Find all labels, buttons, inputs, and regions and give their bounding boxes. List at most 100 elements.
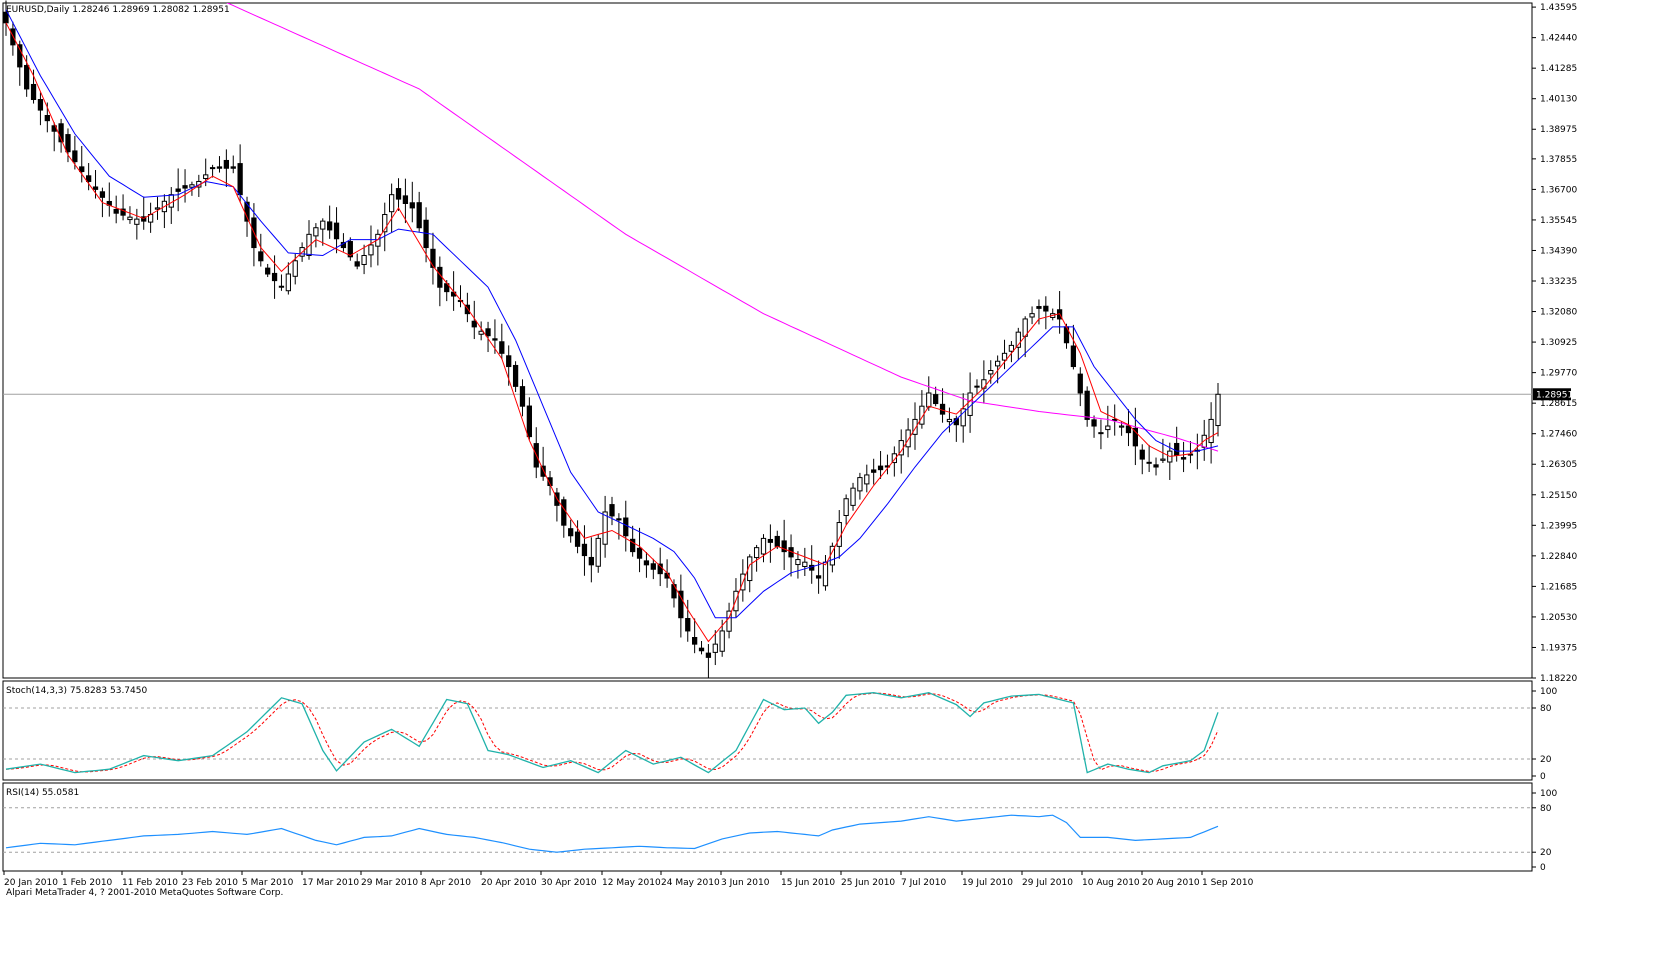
candle-body: [506, 355, 512, 368]
frame: [2, 2, 1533, 872]
price-tick-label: 1.38975: [1540, 125, 1577, 135]
candle-body: [416, 202, 422, 229]
price-tick-label: 1.32080: [1540, 308, 1577, 318]
candle-body: [561, 499, 567, 526]
candle-body: [175, 188, 181, 192]
candle-body: [1146, 461, 1152, 464]
candle-body: [17, 44, 23, 68]
date-tick-label: 15 Jun 2010: [781, 878, 835, 888]
candle-body: [223, 159, 229, 169]
rsi-tick-label: 0: [1540, 863, 1546, 873]
candle-body: [499, 341, 505, 354]
candle-body: [1208, 418, 1214, 444]
candle-body: [354, 261, 360, 267]
candle-body: [540, 465, 546, 477]
date-tick-label: 11 Feb 2010: [122, 878, 178, 888]
candle-body: [127, 216, 133, 221]
candle-body: [939, 403, 946, 415]
candle-body: [265, 267, 271, 275]
price-tick-label: 1.42440: [1540, 34, 1577, 44]
candle-body: [471, 320, 477, 328]
candle-body: [230, 166, 236, 169]
candle-body: [99, 191, 106, 198]
date-tick-label: 20 Aug 2010: [1142, 878, 1200, 888]
date-tick-label: 3 Jun 2010: [721, 878, 770, 888]
stoch-header: Stoch(14,3,3) 75.8283 53.7450: [6, 686, 147, 696]
candle-body: [850, 487, 856, 506]
candle-body: [767, 538, 774, 543]
date-axis: 20 Jan 2010 1 Feb 2010 11 Feb 2010 23 Feb 2…: [3, 871, 1254, 888]
candle-body: [320, 220, 326, 230]
date-tick-label: 1 Feb 2010: [62, 878, 113, 888]
date-tick-label: 30 Apr 2010: [541, 878, 597, 888]
candle-body: [891, 453, 897, 464]
candle-body: [795, 559, 801, 566]
candle-body: [92, 186, 99, 190]
candle-body: [588, 556, 594, 566]
candle-body: [836, 522, 842, 547]
date-tick-label: 10 Aug 2010: [1082, 878, 1140, 888]
candle-body: [375, 233, 381, 247]
candle-body: [134, 218, 140, 225]
candle-body: [926, 392, 932, 408]
candle-body: [44, 115, 50, 122]
candle-body: [292, 260, 298, 277]
candle-body: [271, 272, 278, 282]
candle-body: [1043, 305, 1049, 312]
rsi-tick-label: 80: [1540, 804, 1552, 814]
candle-body: [1084, 390, 1090, 420]
price-tick-label: 1.25150: [1540, 491, 1577, 501]
candle-body: [327, 221, 333, 231]
candle-body: [437, 266, 443, 288]
candle-body: [1091, 419, 1097, 427]
current-price-label: 1.28951: [1536, 390, 1573, 400]
candle-body: [409, 202, 415, 209]
candle-body: [526, 405, 532, 438]
candle-body: [278, 285, 285, 288]
candle-body: [237, 163, 243, 196]
candle-body: [464, 304, 471, 315]
candle-body: [1015, 331, 1021, 348]
candle-body: [581, 543, 588, 557]
candle-body: [760, 537, 767, 555]
candle-body: [1118, 425, 1125, 428]
candle-body: [643, 560, 650, 566]
price-tick-label: 1.19375: [1540, 643, 1577, 653]
date-tick-label: 17 Mar 2010: [302, 878, 359, 888]
price-tick-label: 1.37855: [1540, 155, 1577, 165]
price-tick-label: 1.36700: [1540, 185, 1577, 195]
candle-body: [919, 405, 925, 425]
date-tick-label: 19 Jul 2010: [962, 878, 1013, 888]
candle-body: [719, 630, 725, 652]
candle-body: [258, 251, 264, 262]
candle-body: [568, 528, 574, 537]
candle-body: [492, 338, 498, 341]
candle-body: [209, 167, 216, 170]
candle-body: [389, 194, 395, 213]
candle-body: [650, 563, 656, 570]
candle-body: [712, 643, 718, 653]
candle-body: [1098, 432, 1104, 435]
ma-red-line: [5, 22, 1219, 643]
candle-body: [189, 184, 195, 188]
candle-body: [347, 241, 353, 258]
candle-body: [1160, 458, 1166, 461]
stoch-signal-line: [5, 692, 1219, 773]
rsi-series: 100 80 20 0: [3, 789, 1557, 873]
candle-body: [65, 134, 71, 153]
price-tick-label: 1.26305: [1540, 460, 1577, 470]
candle-body: [519, 386, 526, 407]
candle-body: [478, 330, 484, 335]
candle-body: [430, 248, 436, 268]
candle-body: [747, 556, 753, 582]
candle-body: [623, 517, 629, 537]
candle-body: [1180, 457, 1187, 460]
stoch-tick-label: 80: [1540, 704, 1552, 714]
candle-body: [395, 188, 402, 200]
date-tick-label: 25 Jun 2010: [841, 878, 895, 888]
date-tick-label: 5 Mar 2010: [242, 878, 294, 888]
candle-body: [574, 531, 581, 547]
candle-body: [692, 637, 698, 645]
candle-body: [636, 547, 643, 559]
candle-body: [203, 174, 209, 180]
